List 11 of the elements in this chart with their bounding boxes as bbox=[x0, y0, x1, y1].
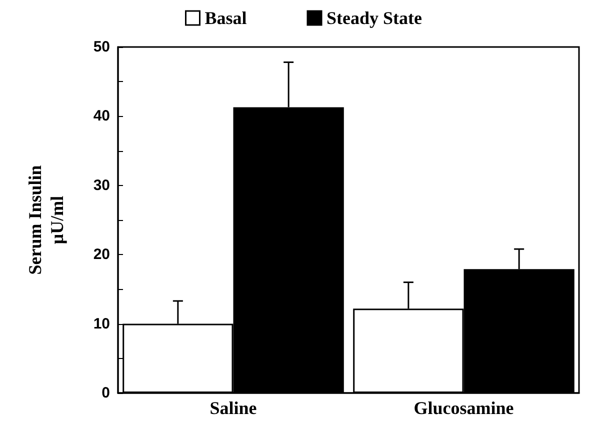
y-tick-label: 0 bbox=[102, 384, 110, 402]
legend-label: Steady State bbox=[326, 8, 422, 28]
y-axis-title: Serum Insulin μU/ml bbox=[25, 165, 67, 275]
y-tick-label: 50 bbox=[93, 38, 110, 56]
legend-label: Basal bbox=[204, 8, 247, 28]
y-tick-label: 30 bbox=[93, 176, 110, 194]
y-tick-label: 40 bbox=[93, 108, 110, 125]
x-tick-label: Saline bbox=[210, 398, 257, 418]
x-tick-label: Glucosamine bbox=[414, 398, 514, 418]
y-tick-label: 10 bbox=[93, 315, 110, 332]
y-tick-label: 20 bbox=[93, 246, 110, 264]
